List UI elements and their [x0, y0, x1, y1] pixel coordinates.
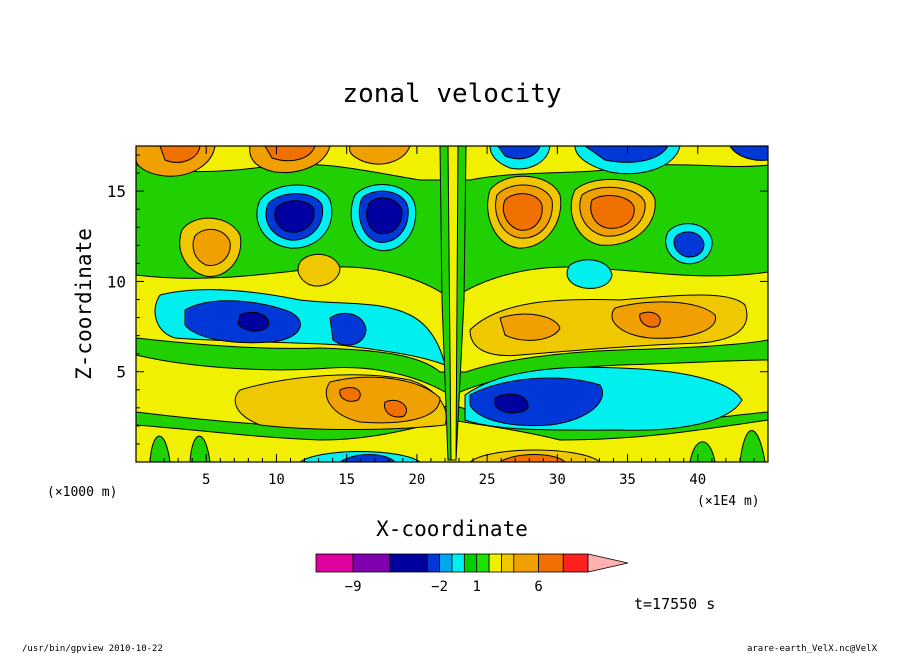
colorbar-segment [476, 553, 490, 573]
contour-region [469, 377, 603, 427]
colorbar-segment [389, 553, 428, 573]
x-tick-label: 10 [268, 472, 285, 488]
colorbar-tick-label: 1 [473, 579, 481, 595]
plot-area [136, 146, 768, 462]
colorbar-segment [315, 553, 354, 573]
colorbar-tick-label: −2 [431, 579, 448, 595]
contour-region [729, 146, 768, 161]
x-tick-label: 15 [338, 472, 355, 488]
y-tick-label: 5 [116, 363, 126, 382]
y-axis: 5 10 15 [107, 154, 768, 445]
colorbar-tick-label: 6 [534, 579, 542, 595]
colorbar-segment [352, 553, 391, 573]
contour-region [494, 393, 529, 414]
colorbar-segment [488, 553, 502, 573]
contour-region [739, 430, 766, 462]
x-tick-label: 20 [408, 472, 425, 488]
colorbar-segment [562, 553, 589, 573]
plot-frame [135, 145, 769, 463]
colorbar-segment [501, 553, 515, 573]
colorbar-arrow [587, 553, 629, 573]
x-tick-label: 5 [202, 472, 210, 488]
footer-left: /usr/bin/gpview 2010-10-22 [22, 644, 163, 654]
colorbar-segment [538, 553, 564, 573]
contour-region [192, 228, 231, 267]
contour-region [639, 311, 661, 328]
colorbar-segment [463, 553, 478, 573]
colorbar-segment [426, 553, 441, 573]
colorbar [315, 553, 629, 573]
x-units-right: (×1E4 m) [697, 494, 760, 509]
colorbar-segment [451, 553, 465, 573]
x-axis-label: X-coordinate [376, 517, 528, 541]
contour-region [339, 386, 361, 402]
colorbar-segment [439, 553, 453, 573]
colorbar-ticks: −9 −2 1 6 [345, 579, 543, 595]
contour-region [349, 146, 411, 165]
time-label: t=17550 s [634, 595, 715, 613]
footer-right: arare-earth_VelX.nc@VelX [747, 644, 878, 654]
x-tick-label: 40 [689, 472, 706, 488]
x-tick-label: 25 [479, 472, 496, 488]
x-tick-label: 35 [619, 472, 636, 488]
contour-region [502, 193, 543, 231]
contour-region [590, 195, 635, 229]
contour-region [274, 200, 315, 233]
x-tick-label: 30 [549, 472, 566, 488]
y-tick-label: 10 [107, 272, 126, 291]
contour-region [611, 301, 716, 339]
contour-region [384, 400, 408, 418]
y-tick-label: 15 [107, 182, 126, 201]
chart-title: zonal velocity [342, 79, 561, 109]
contour-region [584, 146, 669, 163]
contour-region [366, 197, 403, 235]
contour-region [237, 311, 270, 332]
colorbar-tick-label: −9 [345, 579, 362, 595]
contour-region [149, 435, 171, 462]
contour-region [297, 253, 341, 287]
y-axis-label: Z-coordinate [72, 228, 96, 380]
contour-region [447, 146, 459, 461]
contour-region [499, 313, 561, 341]
contour-region [673, 231, 705, 258]
contour-region [329, 312, 367, 346]
x-units-left: (×1000 m) [47, 485, 117, 500]
contour-region [566, 259, 613, 289]
contour-region [189, 435, 211, 462]
colorbar-segment [513, 553, 539, 573]
x-axis: 5 10 15 20 25 30 35 40 [149, 146, 755, 488]
